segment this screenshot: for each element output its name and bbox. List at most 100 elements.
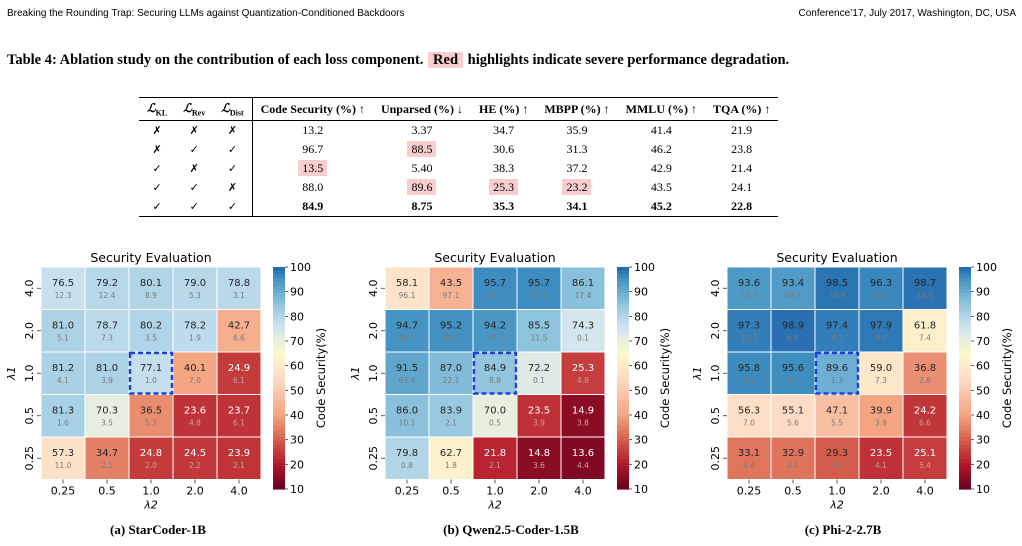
heatmap-cell-subvalue: 12.4	[99, 291, 116, 300]
heatmap-cell-subvalue: 6.1	[233, 376, 245, 385]
y-tick-label: 0.5	[23, 407, 36, 425]
colorbar-segment	[617, 437, 629, 442]
y-tick-label: 0.25	[23, 446, 36, 471]
heatmap-cell-value: 81.0	[52, 321, 74, 332]
heatmap-cell	[858, 394, 904, 438]
colorbar-tick-label: 70	[976, 335, 990, 348]
colorbar-segment	[617, 403, 629, 409]
table-cell: 41.4	[618, 121, 705, 141]
heatmap-cell-subvalue: 2.2	[189, 461, 201, 470]
colorbar-segment	[617, 485, 629, 490]
heatmap-cell-subvalue: 6.6	[233, 334, 245, 343]
colorbar-segment	[273, 440, 285, 446]
heatmap-cell-subvalue: 79.9	[531, 291, 548, 300]
heatmap-cell-subvalue: 33.9	[829, 291, 846, 300]
table-cell-value: 5.40	[411, 161, 433, 176]
colorbar-segment	[959, 318, 971, 324]
colorbar-tick-label: 30	[976, 434, 990, 447]
table-cell-value: 42.9	[650, 161, 672, 176]
colorbar-segment	[959, 396, 971, 401]
heatmap-cell-value: 24.9	[228, 363, 250, 374]
colorbar-label: Code Security(%)	[658, 328, 672, 428]
heatmap-cell-value: 98.7	[914, 278, 936, 289]
heatmap-cell-value: 94.7	[396, 321, 418, 332]
heatmap-cell-value: 81.3	[52, 406, 74, 417]
x-tick-label: 4.0	[230, 485, 248, 498]
colorbar-segment	[959, 363, 971, 368]
heatmap-cell-value: 57.3	[52, 448, 74, 459]
colorbar-segment	[959, 422, 971, 427]
colorbar-tick-label: 100	[976, 261, 997, 274]
heatmap-cell-value: 98.5	[826, 278, 848, 289]
colorbar-segment	[959, 337, 971, 342]
heatmap-cell	[516, 436, 562, 480]
loss-header: ℒRev	[175, 96, 214, 122]
heatmap-cell	[40, 394, 86, 438]
table-cell: 89.6	[373, 178, 471, 197]
colorbar-segment	[273, 385, 285, 390]
table-cell-value: 46.2	[650, 142, 672, 157]
heatmap-cell-value: 95.7	[528, 278, 550, 289]
colorbar-segment	[617, 267, 629, 272]
heatmap-cell-subvalue: 5.1	[57, 334, 69, 343]
colorbar-segment	[273, 326, 285, 331]
heatmap-cell-value: 95.7	[484, 278, 506, 289]
colorbar-segment	[959, 274, 971, 279]
colorbar-segment	[273, 418, 285, 423]
colorbar-tick-label: 90	[976, 286, 990, 299]
heatmap-cell-subvalue: 3.9	[533, 419, 545, 428]
subcaption-a: (a) StarCoder-1B	[110, 522, 206, 537]
colorbar-segment	[617, 389, 629, 394]
x-tick-label: 0.25	[395, 485, 420, 498]
heatmap-cell-subvalue: 4.4	[787, 461, 799, 470]
colorbar-segment	[273, 433, 285, 438]
heatmap-cell	[128, 309, 174, 353]
running-header-title: Breaking the Rounding Trap: Securing LLM…	[7, 8, 405, 19]
table-cell: 35.9	[536, 121, 617, 141]
colorbar-segment	[617, 477, 629, 483]
heatmap-cell-value: 24.2	[914, 406, 936, 417]
colorbar-segment	[273, 281, 285, 287]
x-tick-label: 1.0	[142, 485, 160, 498]
heatmap-cell-value: 81.2	[52, 363, 74, 374]
colorbar-segment	[617, 329, 629, 335]
heatmap-cell-value: 87.0	[440, 363, 462, 374]
metric-header: Unparsed (%) ↓	[372, 96, 471, 122]
table-header-row: ℒKL ℒRev ℒDist Code Security (%) ↑ Unpar…	[139, 96, 779, 122]
subcaption-c: (c) Phi-2-2.7B	[804, 522, 882, 537]
heatmap-cell-subvalue: 96.1	[399, 291, 416, 300]
heatmap-cell-value: 84.9	[484, 363, 506, 374]
colorbar-segment	[273, 470, 285, 475]
colorbar-segment	[273, 407, 285, 412]
heatmap-cell-subvalue: 3.5	[875, 334, 887, 343]
table-cell: 46.2	[618, 140, 705, 159]
table-cell-value: 43.5	[650, 180, 672, 195]
heatmap-cell-subvalue: 5.3	[189, 291, 201, 300]
heatmap-cell-subvalue: 0.1	[577, 334, 589, 343]
table-cell: 23.2	[536, 178, 617, 197]
heatmap-cell-value: 89.6	[826, 363, 848, 374]
y-tick-label: 4.0	[367, 280, 380, 298]
heatmap-cell	[560, 394, 606, 438]
colorbar-segment	[617, 433, 629, 438]
colorbar-tick-label: 100	[634, 261, 655, 274]
table-cell-value: 35.3	[493, 199, 515, 214]
heatmap-cell-subvalue: 22.1	[443, 376, 460, 385]
colorbar-segment	[959, 366, 971, 372]
x-tick-label: 0.5	[784, 485, 802, 498]
colorbar-segment	[959, 481, 971, 486]
heatmap-cell-value: 83.9	[440, 406, 462, 417]
table-cell: 84.9	[252, 197, 373, 218]
x-tick-label: 2.0	[872, 485, 890, 498]
colorbar-segment	[617, 392, 629, 398]
heatmap-panel: Security Evaluation 76.5 12.3 79.2 12.4 80.1 8…	[5, 250, 328, 512]
heatmap-cell-value: 78.2	[184, 321, 206, 332]
cross-mark: ✗	[152, 124, 162, 138]
heatmap-cell	[384, 266, 430, 310]
x-axis-label: λ2	[487, 499, 502, 512]
heatmap-cell-subvalue: 5.3	[145, 419, 157, 428]
heatmap-panel: Security Evaluation 93.6 53.3 93.4 48.6 98.5 3…	[691, 250, 1014, 512]
loss-header: ℒKL	[139, 96, 176, 122]
heatmap-cell-subvalue: 17.4	[575, 291, 592, 300]
colorbar-segment	[617, 270, 629, 275]
